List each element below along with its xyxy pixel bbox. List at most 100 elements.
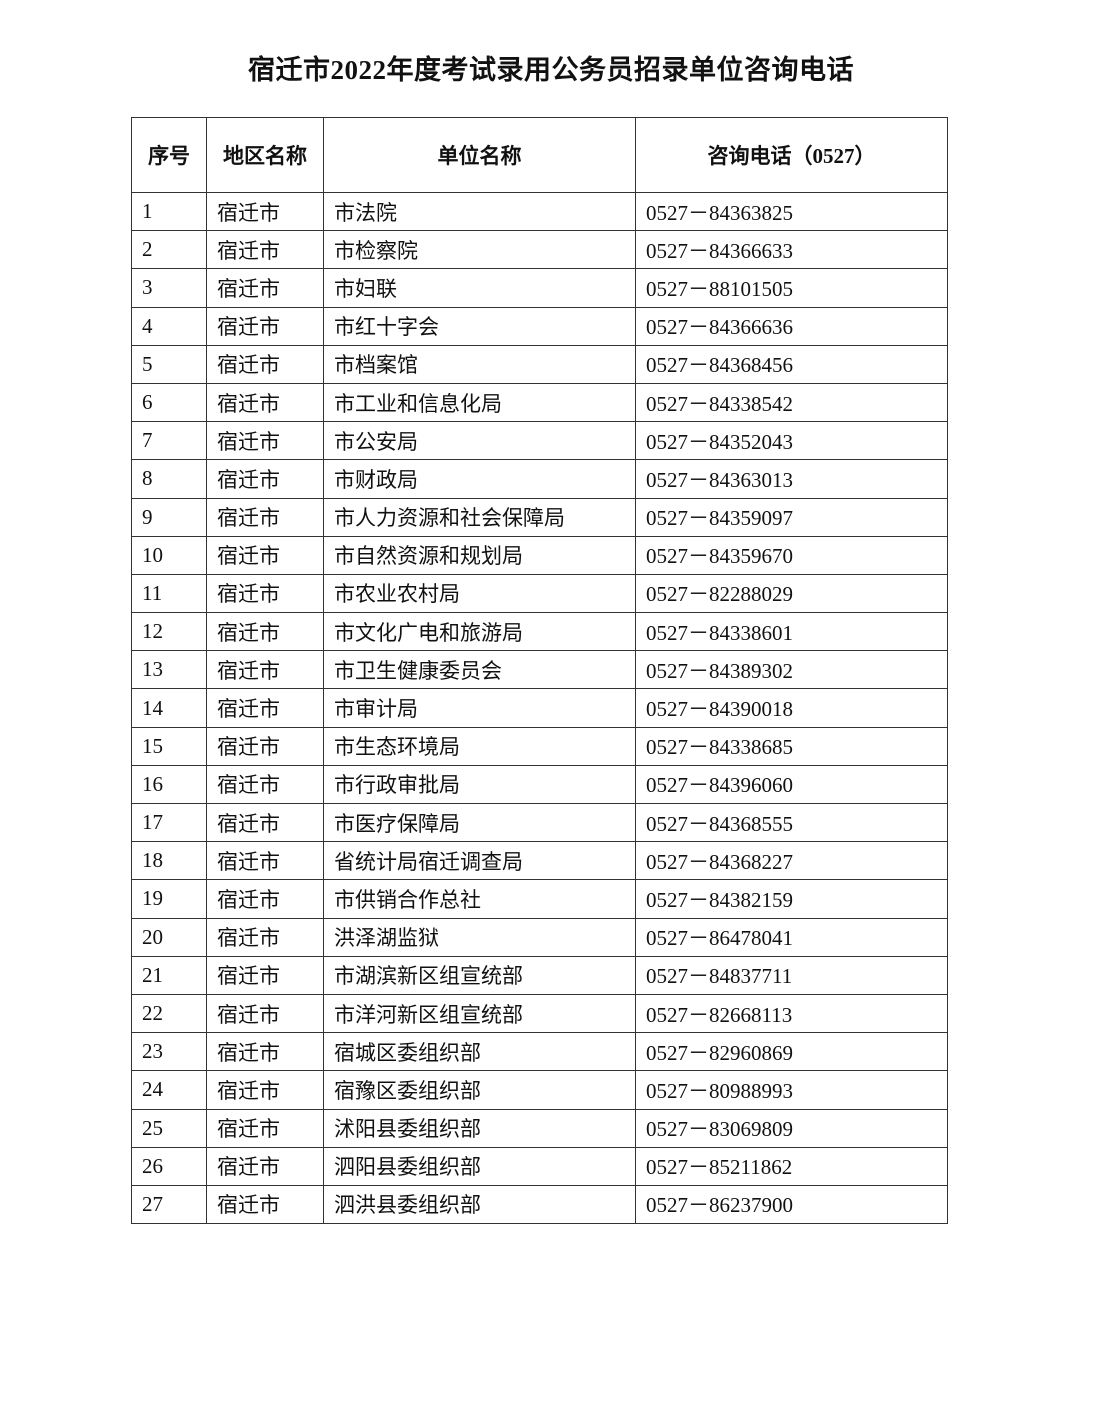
cell-index: 13 bbox=[131, 650, 207, 690]
cell-region: 宿迁市 bbox=[206, 726, 324, 766]
cell-phone: 0527－88101505 bbox=[635, 268, 948, 308]
cell-phone: 0527－84352043 bbox=[635, 421, 948, 461]
cell-region: 宿迁市 bbox=[206, 230, 324, 270]
cell-region: 宿迁市 bbox=[206, 573, 324, 614]
table-row: 20 宿迁市 洪泽湖监狱 0527－86478041 bbox=[131, 917, 948, 957]
cell-phone: 0527－84368456 bbox=[635, 344, 948, 384]
cell-index: 27 bbox=[131, 1184, 207, 1225]
cell-unit: 沭阳县委组织部 bbox=[323, 1108, 636, 1148]
cell-region: 宿迁市 bbox=[206, 1070, 324, 1110]
cell-index: 5 bbox=[131, 344, 207, 384]
cell-index: 3 bbox=[131, 268, 207, 308]
table-row: 14 宿迁市 市审计局 0527－84390018 bbox=[131, 688, 948, 728]
cell-region: 宿迁市 bbox=[206, 382, 324, 423]
cell-region: 宿迁市 bbox=[206, 917, 324, 957]
cell-index: 16 bbox=[131, 764, 207, 805]
cell-unit: 市湖滨新区组宣统部 bbox=[323, 955, 636, 995]
cell-phone: 0527－82288029 bbox=[635, 573, 948, 614]
cell-unit: 市妇联 bbox=[323, 268, 636, 308]
table-row: 16 宿迁市 市行政审批局 0527－84396060 bbox=[131, 764, 948, 805]
table-row: 15 宿迁市 市生态环境局 0527－84338685 bbox=[131, 726, 948, 766]
cell-unit: 市洋河新区组宣统部 bbox=[323, 993, 636, 1034]
table-row: 8 宿迁市 市财政局 0527－84363013 bbox=[131, 459, 948, 499]
cell-phone: 0527－84368227 bbox=[635, 841, 948, 881]
cell-region: 宿迁市 bbox=[206, 1108, 324, 1148]
cell-unit: 市行政审批局 bbox=[323, 764, 636, 805]
cell-unit: 市农业农村局 bbox=[323, 573, 636, 614]
header-index: 序号 bbox=[131, 117, 207, 193]
cell-region: 宿迁市 bbox=[206, 955, 324, 995]
table-row: 24 宿迁市 宿豫区委组织部 0527－80988993 bbox=[131, 1070, 948, 1110]
cell-unit: 宿城区委组织部 bbox=[323, 1032, 636, 1072]
cell-index: 19 bbox=[131, 879, 207, 919]
cell-index: 7 bbox=[131, 421, 207, 461]
cell-phone: 0527－84359097 bbox=[635, 497, 948, 537]
table-row: 1 宿迁市 市法院 0527－84363825 bbox=[131, 191, 948, 232]
table-header-row: 序号 地区名称 单位名称 咨询电话（0527） bbox=[131, 117, 948, 193]
cell-region: 宿迁市 bbox=[206, 306, 324, 346]
cell-index: 12 bbox=[131, 612, 207, 652]
table-row: 18 宿迁市 省统计局宿迁调查局 0527－84368227 bbox=[131, 841, 948, 881]
table-row: 21 宿迁市 市湖滨新区组宣统部 0527－84837711 bbox=[131, 955, 948, 995]
cell-unit: 市人力资源和社会保障局 bbox=[323, 497, 636, 537]
cell-region: 宿迁市 bbox=[206, 497, 324, 537]
cell-phone: 0527－80988993 bbox=[635, 1070, 948, 1110]
cell-region: 宿迁市 bbox=[206, 612, 324, 652]
cell-unit: 市自然资源和规划局 bbox=[323, 535, 636, 575]
table-row: 9 宿迁市 市人力资源和社会保障局 0527－84359097 bbox=[131, 497, 948, 537]
cell-index: 20 bbox=[131, 917, 207, 957]
cell-region: 宿迁市 bbox=[206, 802, 324, 843]
table-row: 7 宿迁市 市公安局 0527－84352043 bbox=[131, 421, 948, 461]
cell-index: 10 bbox=[131, 535, 207, 575]
cell-phone: 0527－82960869 bbox=[635, 1032, 948, 1072]
cell-phone: 0527－84363013 bbox=[635, 459, 948, 499]
cell-phone: 0527－84359670 bbox=[635, 535, 948, 575]
cell-index: 22 bbox=[131, 993, 207, 1034]
cell-index: 21 bbox=[131, 955, 207, 995]
cell-unit: 泗阳县委组织部 bbox=[323, 1146, 636, 1186]
cell-index: 24 bbox=[131, 1070, 207, 1110]
cell-region: 宿迁市 bbox=[206, 459, 324, 499]
cell-unit: 市公安局 bbox=[323, 421, 636, 461]
table-row: 6 宿迁市 市工业和信息化局 0527－84338542 bbox=[131, 382, 948, 423]
cell-phone: 0527－84396060 bbox=[635, 764, 948, 805]
cell-region: 宿迁市 bbox=[206, 1184, 324, 1225]
cell-phone: 0527－84368555 bbox=[635, 802, 948, 843]
cell-phone: 0527－84363825 bbox=[635, 191, 948, 232]
cell-region: 宿迁市 bbox=[206, 879, 324, 919]
cell-index: 23 bbox=[131, 1032, 207, 1072]
cell-index: 6 bbox=[131, 382, 207, 423]
document-title: 宿迁市2022年度考试录用公务员招录单位咨询电话 bbox=[248, 55, 854, 85]
contact-table: 序号 地区名称 单位名称 咨询电话（0527） 1 宿迁市 市法院 0527－8436… bbox=[131, 117, 948, 1225]
table-row: 22 宿迁市 市洋河新区组宣统部 0527－82668113 bbox=[131, 993, 948, 1034]
cell-phone: 0527－84366633 bbox=[635, 230, 948, 270]
cell-index: 2 bbox=[131, 230, 207, 270]
cell-unit: 市文化广电和旅游局 bbox=[323, 612, 636, 652]
table-row: 12 宿迁市 市文化广电和旅游局 0527－84338601 bbox=[131, 612, 948, 652]
table-row: 11 宿迁市 市农业农村局 0527－82288029 bbox=[131, 573, 948, 614]
cell-region: 宿迁市 bbox=[206, 535, 324, 575]
cell-index: 26 bbox=[131, 1146, 207, 1186]
cell-region: 宿迁市 bbox=[206, 344, 324, 384]
cell-region: 宿迁市 bbox=[206, 993, 324, 1034]
cell-region: 宿迁市 bbox=[206, 650, 324, 690]
table-row: 17 宿迁市 市医疗保障局 0527－84368555 bbox=[131, 802, 948, 843]
table-row: 23 宿迁市 宿城区委组织部 0527－82960869 bbox=[131, 1032, 948, 1072]
table-row: 13 宿迁市 市卫生健康委员会 0527－84389302 bbox=[131, 650, 948, 690]
cell-phone: 0527－86478041 bbox=[635, 917, 948, 957]
cell-phone: 0527－84338685 bbox=[635, 726, 948, 766]
cell-unit: 宿豫区委组织部 bbox=[323, 1070, 636, 1110]
cell-unit: 市法院 bbox=[323, 191, 636, 232]
cell-index: 1 bbox=[131, 191, 207, 232]
cell-index: 9 bbox=[131, 497, 207, 537]
header-region: 地区名称 bbox=[206, 117, 324, 193]
cell-phone: 0527－86237900 bbox=[635, 1184, 948, 1225]
cell-region: 宿迁市 bbox=[206, 1032, 324, 1072]
cell-unit: 市医疗保障局 bbox=[323, 802, 636, 843]
cell-unit: 泗洪县委组织部 bbox=[323, 1184, 636, 1225]
header-phone: 咨询电话（0527） bbox=[635, 117, 948, 193]
cell-unit: 市红十字会 bbox=[323, 306, 636, 346]
cell-phone: 0527－84338601 bbox=[635, 612, 948, 652]
cell-index: 17 bbox=[131, 802, 207, 843]
cell-phone: 0527－83069809 bbox=[635, 1108, 948, 1148]
